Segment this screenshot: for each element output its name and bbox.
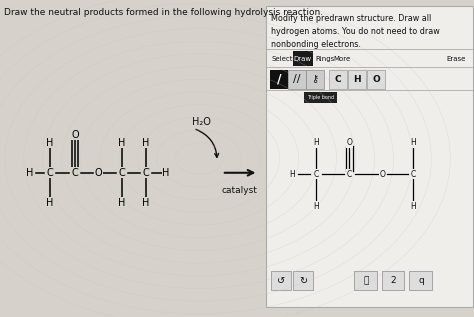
Text: C: C: [346, 170, 352, 179]
Text: ↺: ↺: [276, 275, 285, 286]
Text: H: H: [142, 138, 150, 148]
Text: H: H: [410, 202, 416, 210]
Text: H: H: [46, 198, 54, 208]
Text: H: H: [313, 138, 319, 147]
Text: H: H: [353, 75, 361, 84]
FancyBboxPatch shape: [304, 92, 337, 103]
Text: //: //: [293, 74, 301, 84]
FancyBboxPatch shape: [382, 271, 404, 290]
FancyBboxPatch shape: [288, 70, 306, 88]
Text: H: H: [118, 138, 126, 148]
FancyBboxPatch shape: [293, 51, 313, 66]
FancyBboxPatch shape: [293, 271, 313, 290]
Text: Triple bond: Triple bond: [307, 95, 334, 100]
Text: O: O: [372, 75, 380, 84]
Text: C: C: [143, 168, 149, 178]
Text: O: O: [71, 130, 79, 140]
FancyBboxPatch shape: [329, 70, 347, 88]
Text: Draw: Draw: [294, 56, 312, 61]
Text: H: H: [26, 168, 33, 178]
FancyBboxPatch shape: [271, 271, 291, 290]
Text: hydrogen atoms. You do not need to draw: hydrogen atoms. You do not need to draw: [271, 27, 440, 36]
FancyBboxPatch shape: [354, 271, 377, 290]
Text: C: C: [313, 170, 319, 179]
Text: Draw the neutral products formed in the following hydrolysis reaction.: Draw the neutral products formed in the …: [4, 8, 323, 17]
FancyBboxPatch shape: [306, 70, 324, 88]
Text: H: H: [290, 170, 295, 179]
Text: C: C: [46, 168, 53, 178]
Text: q: q: [418, 276, 424, 285]
Text: C: C: [410, 170, 416, 179]
FancyBboxPatch shape: [348, 70, 366, 88]
Text: O: O: [346, 138, 352, 147]
Text: catalyst: catalyst: [222, 186, 258, 195]
Text: C: C: [335, 75, 341, 84]
Text: Erase: Erase: [446, 56, 465, 61]
FancyBboxPatch shape: [266, 6, 473, 307]
Text: Select: Select: [271, 56, 292, 61]
Text: nonbonding electrons.: nonbonding electrons.: [271, 40, 361, 49]
Text: Modify the predrawn structure. Draw all: Modify the predrawn structure. Draw all: [271, 14, 431, 23]
Text: H: H: [162, 168, 170, 178]
FancyArrowPatch shape: [196, 129, 219, 157]
Text: /: /: [277, 73, 281, 86]
Text: ⚷: ⚷: [311, 74, 319, 84]
Text: O: O: [380, 170, 385, 179]
Text: C: C: [118, 168, 125, 178]
Text: C: C: [72, 168, 78, 178]
Text: O: O: [94, 168, 102, 178]
Text: Rings: Rings: [316, 56, 335, 61]
Text: H: H: [46, 138, 54, 148]
Text: ↻: ↻: [299, 275, 308, 286]
Text: H: H: [410, 138, 416, 147]
Text: H: H: [313, 202, 319, 210]
Text: H: H: [142, 198, 150, 208]
FancyBboxPatch shape: [270, 70, 288, 88]
FancyBboxPatch shape: [367, 70, 385, 88]
Text: H: H: [118, 198, 126, 208]
Text: 🔍: 🔍: [363, 276, 369, 285]
Text: More: More: [333, 56, 350, 61]
FancyBboxPatch shape: [409, 271, 432, 290]
Text: H₂O: H₂O: [192, 117, 211, 127]
Text: 2: 2: [391, 276, 396, 285]
